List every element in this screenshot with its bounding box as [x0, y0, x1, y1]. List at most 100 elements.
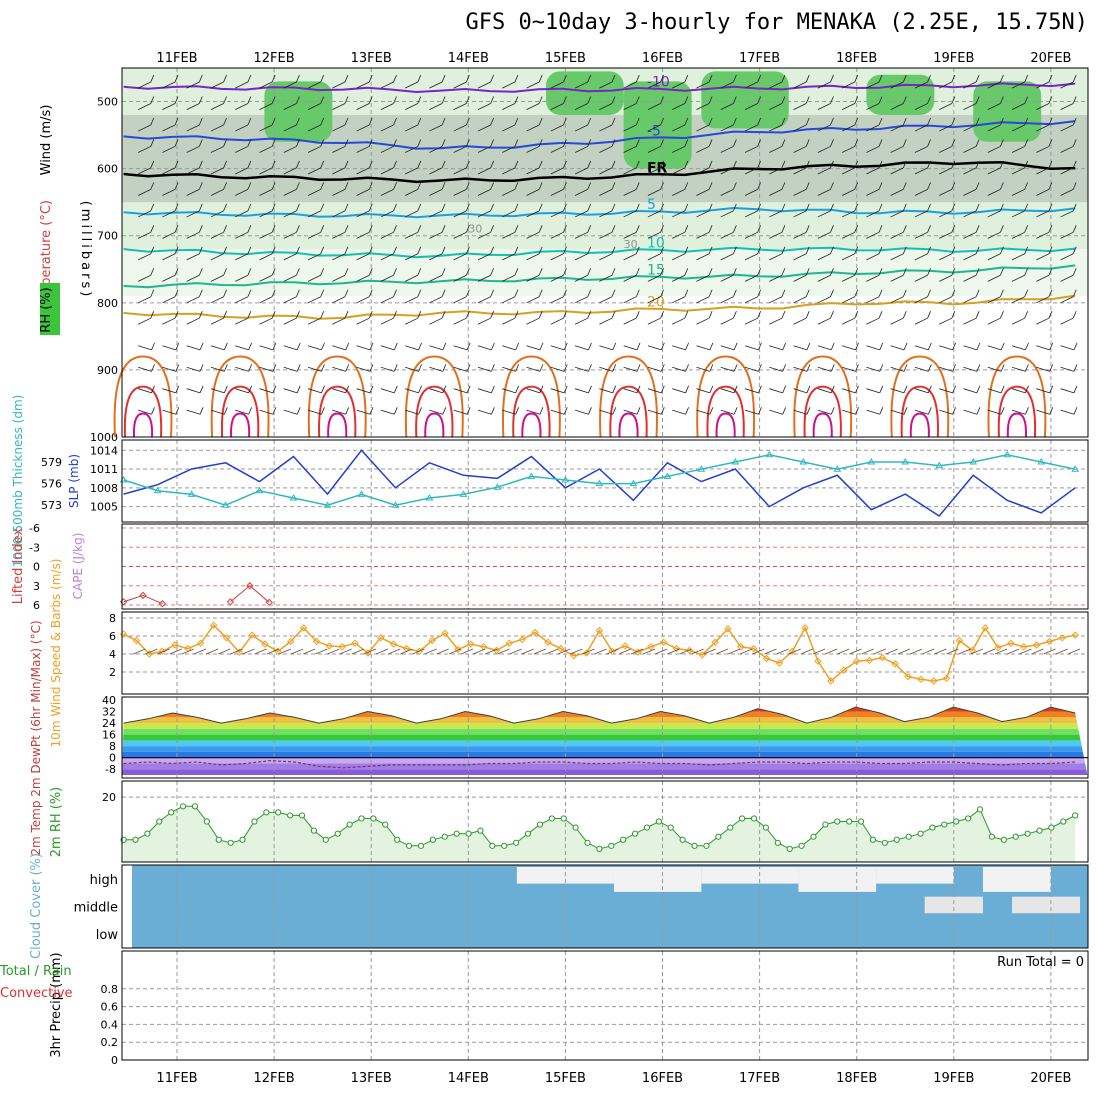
warm-cell-contour	[318, 385, 357, 438]
wind-barb	[708, 203, 713, 212]
wind-barb	[732, 311, 737, 319]
rh-point	[893, 836, 900, 843]
wind-barb	[151, 364, 155, 372]
wind-barb	[393, 225, 397, 233]
wind-barb	[635, 225, 640, 233]
wind-barb	[441, 289, 446, 297]
wind-barb-10m	[691, 648, 704, 655]
wind-barb	[611, 246, 616, 254]
wind-barb	[490, 246, 494, 254]
wind-barb	[647, 345, 662, 351]
wind-barb	[623, 366, 638, 372]
wind-speed-point	[891, 660, 899, 668]
wind-barb	[939, 189, 953, 196]
wind-barb-10m	[727, 648, 741, 655]
wind-barb	[283, 210, 297, 218]
wind-barb	[733, 342, 738, 351]
wind-barb	[781, 203, 786, 212]
rh-point	[869, 836, 877, 843]
wind-barb	[1060, 388, 1075, 394]
wind-barb	[866, 167, 880, 175]
wind-barb	[356, 253, 370, 261]
wind-barb	[952, 342, 956, 351]
rh-point	[941, 821, 948, 828]
wind-barb	[210, 409, 225, 415]
wind-barb	[914, 409, 929, 415]
wind-barb	[441, 96, 446, 104]
wind-barb	[283, 409, 298, 415]
wind-barb	[1000, 268, 1004, 276]
rh-axis-title: 2m RH (%)	[49, 787, 64, 858]
wind-barb	[781, 311, 786, 319]
rh-point	[156, 818, 163, 825]
wind-barb	[672, 388, 686, 394]
wind-barb-10m	[157, 648, 170, 655]
wind-barb	[647, 253, 661, 261]
thickness-point	[731, 458, 740, 465]
wind-barb	[708, 268, 713, 276]
wind-barb	[174, 160, 179, 169]
xs-tick-label: 900	[97, 364, 118, 377]
wind-barb	[878, 74, 883, 83]
wind-barb	[162, 167, 176, 175]
wind-barb	[612, 407, 617, 415]
wind-barb	[696, 366, 710, 372]
wind-barb	[307, 103, 321, 110]
wind-barb	[1049, 407, 1054, 415]
wind-barb	[927, 225, 931, 233]
wind-barb	[588, 364, 592, 372]
wind-barb	[429, 124, 443, 132]
wind-barb	[320, 160, 325, 169]
wind-barb	[1011, 124, 1025, 132]
wind-barb	[696, 124, 710, 132]
wind-barb	[684, 182, 689, 190]
wind-barb	[307, 124, 321, 132]
wind-barb	[538, 311, 543, 319]
wind-barb	[174, 311, 179, 319]
wind-barb	[793, 409, 808, 415]
wind-barb	[429, 231, 443, 239]
rh-contour-label: 30	[624, 238, 638, 251]
wind-barb	[1036, 274, 1050, 282]
rh-point	[465, 830, 472, 837]
wind-barb	[769, 317, 783, 325]
wind-barb	[769, 210, 783, 218]
isotherm-line	[123, 82, 1076, 94]
wind-barb	[563, 342, 568, 351]
wind-barb	[186, 146, 200, 153]
wind-barb	[1073, 385, 1078, 393]
wind-barb	[817, 167, 831, 175]
wind-barb	[491, 364, 495, 372]
wind-barb	[660, 160, 664, 169]
wind-barb	[635, 96, 640, 104]
rh-point	[846, 818, 853, 825]
wind-barb	[332, 409, 346, 415]
wind-barb	[405, 210, 418, 218]
wind-speed-point	[569, 652, 578, 660]
rh-point	[750, 815, 758, 822]
wind-barb	[405, 317, 418, 325]
wind-barb	[914, 231, 928, 239]
wind-barb	[393, 342, 398, 351]
wind-barb	[599, 317, 613, 325]
wind-barb	[842, 409, 856, 415]
wind-barb	[987, 345, 1002, 351]
wind-barb	[174, 139, 179, 147]
wind-barb-10m	[230, 648, 243, 655]
wind-barb	[878, 96, 883, 104]
wind-barb	[417, 246, 422, 254]
wind-barb	[1036, 103, 1050, 110]
wind-barb	[137, 103, 151, 110]
wind-barb	[514, 311, 519, 319]
wind-barb	[138, 388, 152, 394]
lifted-index-point	[265, 598, 273, 607]
wind-barb	[550, 189, 564, 196]
wind-barb	[296, 268, 300, 276]
wind-barb	[283, 167, 297, 175]
thickness-point	[799, 458, 808, 465]
wind-barb	[574, 253, 588, 261]
wind-barb	[574, 146, 588, 153]
lifted-index-point	[158, 600, 167, 608]
wind-barb	[405, 366, 419, 372]
wind-barb	[939, 409, 953, 415]
